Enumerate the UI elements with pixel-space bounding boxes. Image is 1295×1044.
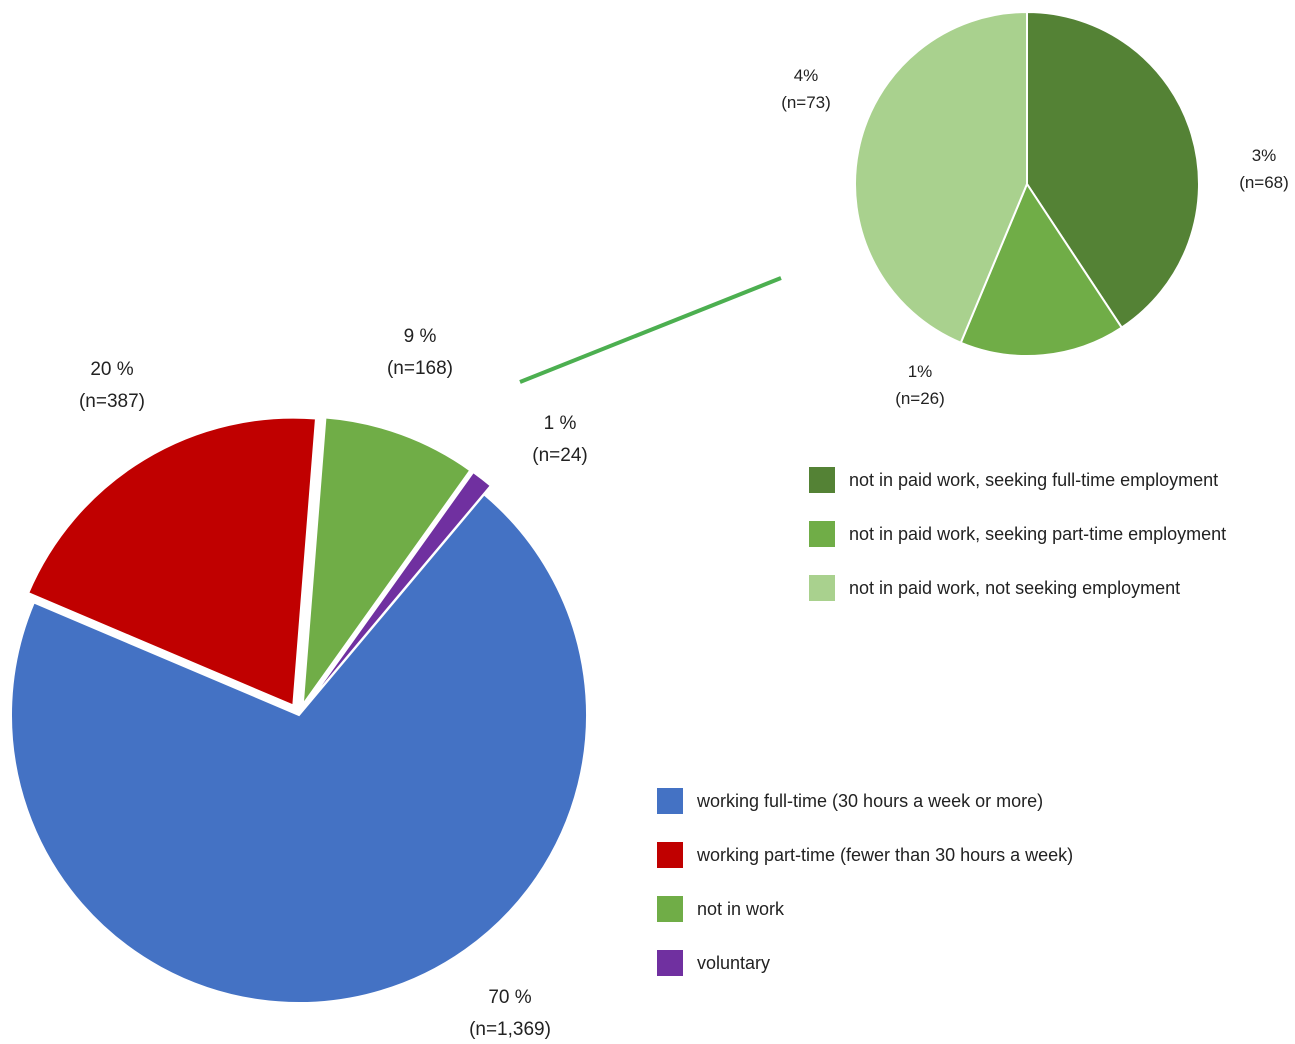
main-legend-label: voluntary: [697, 953, 770, 973]
breakdown-legend-label: not in paid work, seeking part-time empl…: [849, 524, 1226, 544]
main-count-label: (n=168): [387, 358, 453, 379]
main-legend: working full-time (30 hours a week or mo…: [657, 788, 1073, 976]
breakdown-slice-not-in-paid-work-not-seeking-employment: [854, 10, 1028, 345]
breakdown-legend-swatch-not-in-paid-work-seeking-full-time-employment: [809, 467, 835, 493]
main-percent-label: 70 %: [488, 987, 531, 1008]
main-slice-not-in-work: [301, 416, 472, 709]
main-legend-label: working full-time (30 hours a week or mo…: [696, 791, 1043, 811]
breakdown-connector-line: [519, 276, 782, 384]
main-count-label: (n=24): [532, 445, 587, 466]
main-slice-voluntary: [304, 470, 493, 707]
main-percent-label: 9 %: [404, 326, 437, 347]
breakdown-legend-swatch-not-in-paid-work-not-seeking-employment: [809, 575, 835, 601]
main-slice-working-part-time-fewer-than-30-hours-a-week: [26, 416, 318, 708]
main-percent-label: 20 %: [90, 359, 133, 380]
main-legend-swatch-working-full-time-30-hours-a-week-or-more: [657, 788, 683, 814]
breakdown-pie: [854, 10, 1200, 357]
main-percent-label: 1 %: [544, 413, 577, 434]
main-count-label: (n=387): [79, 391, 145, 412]
breakdown-legend: not in paid work, seeking full-time empl…: [809, 467, 1226, 601]
main-legend-label: working part-time (fewer than 30 hours a…: [696, 845, 1073, 865]
main-count-label: (n=1,369): [469, 1019, 551, 1040]
main-legend-label: not in work: [697, 899, 785, 919]
breakdown-percent-label: 3%: [1252, 146, 1277, 165]
breakdown-legend-swatch-not-in-paid-work-seeking-part-time-employment: [809, 521, 835, 547]
breakdown-slice-not-in-paid-work-seeking-part-time-employment: [959, 181, 1124, 357]
breakdown-legend-label: not in paid work, seeking full-time empl…: [849, 470, 1218, 490]
breakdown-pie-labels: 3% (n=68) 1% (n=26) 4% (n=73): [781, 66, 1289, 408]
main-pie: [10, 416, 588, 1004]
breakdown-count-label: (n=73): [781, 93, 831, 112]
breakdown-percent-label: 4%: [794, 66, 819, 85]
main-legend-swatch-working-part-time-fewer-than-30-hours-a-week: [657, 842, 683, 868]
breakdown-count-label: (n=68): [1239, 173, 1289, 192]
breakdown-legend-label: not in paid work, not seeking employment: [849, 578, 1180, 598]
breakdown-percent-label: 1%: [908, 362, 933, 381]
breakdown-count-label: (n=26): [895, 389, 945, 408]
main-pie-labels: 70 % (n=1,369) 20 % (n=387) 9 % (n=168) 1 % (n=…: [79, 326, 588, 1040]
main-legend-swatch-voluntary: [657, 950, 683, 976]
main-legend-swatch-not-in-work: [657, 896, 683, 922]
main-slice-working-full-time-30-hours-a-week-or-more: [10, 492, 588, 1004]
